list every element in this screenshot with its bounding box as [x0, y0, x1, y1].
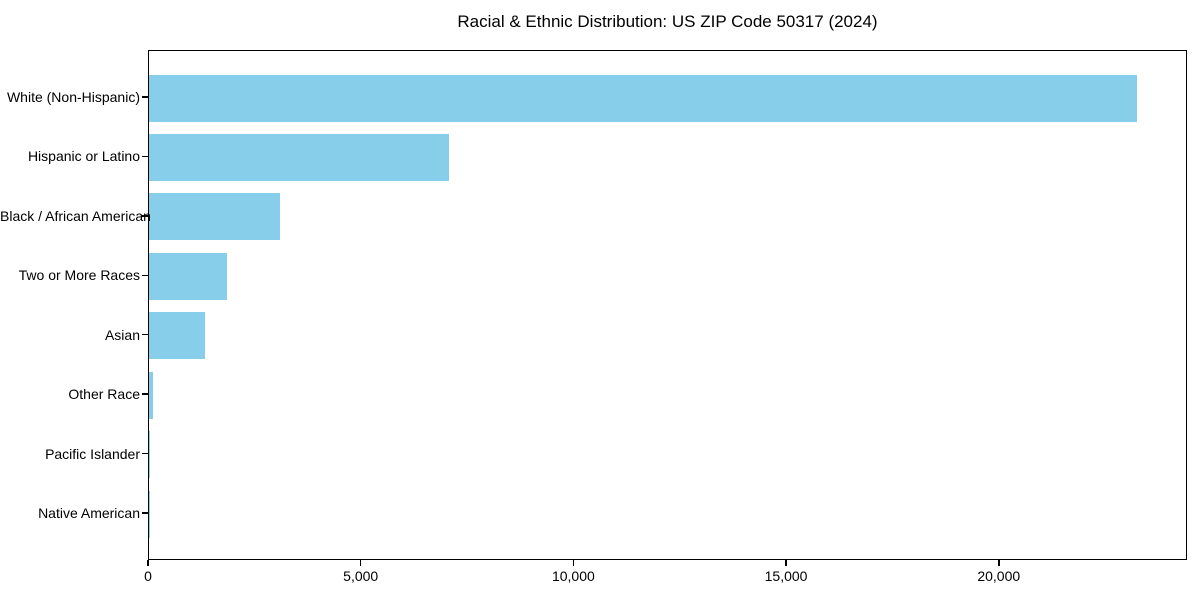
y-tick [142, 452, 148, 455]
y-tick [142, 155, 148, 158]
x-tick-label: 5,000 [343, 568, 379, 584]
y-tick-label: Black / African American [0, 207, 151, 224]
y-tick-label: Native American [38, 505, 140, 521]
bar [149, 193, 280, 241]
y-tick-label: Other Race [68, 386, 140, 403]
plot-area [148, 50, 1187, 560]
chart-title: Racial & Ethnic Distribution: US ZIP Cod… [457, 12, 878, 31]
x-tick-label: 20,000 [977, 568, 1021, 584]
y-tick-label: White (Non-Hispanic) [6, 89, 140, 105]
bar [149, 431, 150, 479]
y-tick [142, 333, 148, 336]
y-tick-label: Hispanic or Latino [27, 148, 140, 165]
bar [149, 312, 205, 360]
x-tick [998, 560, 1000, 566]
y-tick-label: Pacific Islander [45, 445, 140, 462]
x-tick-label: 10,000 [551, 568, 595, 584]
x-tick [785, 560, 787, 566]
bar [149, 252, 227, 300]
y-tick [142, 215, 148, 217]
bar [149, 133, 449, 181]
x-tick [572, 560, 575, 566]
y-tick [142, 274, 148, 277]
x-tick-label: 15,000 [764, 568, 808, 584]
y-tick [142, 96, 148, 98]
y-tick [142, 393, 148, 395]
y-tick-label: Asian [104, 326, 140, 343]
y-tick-label: Two or More Races [18, 267, 140, 284]
x-tick [147, 560, 149, 566]
x-tick [359, 560, 362, 566]
y-tick [142, 512, 148, 514]
x-tick-label: 0 [144, 568, 152, 584]
bar [149, 371, 153, 419]
bar [149, 74, 1138, 122]
